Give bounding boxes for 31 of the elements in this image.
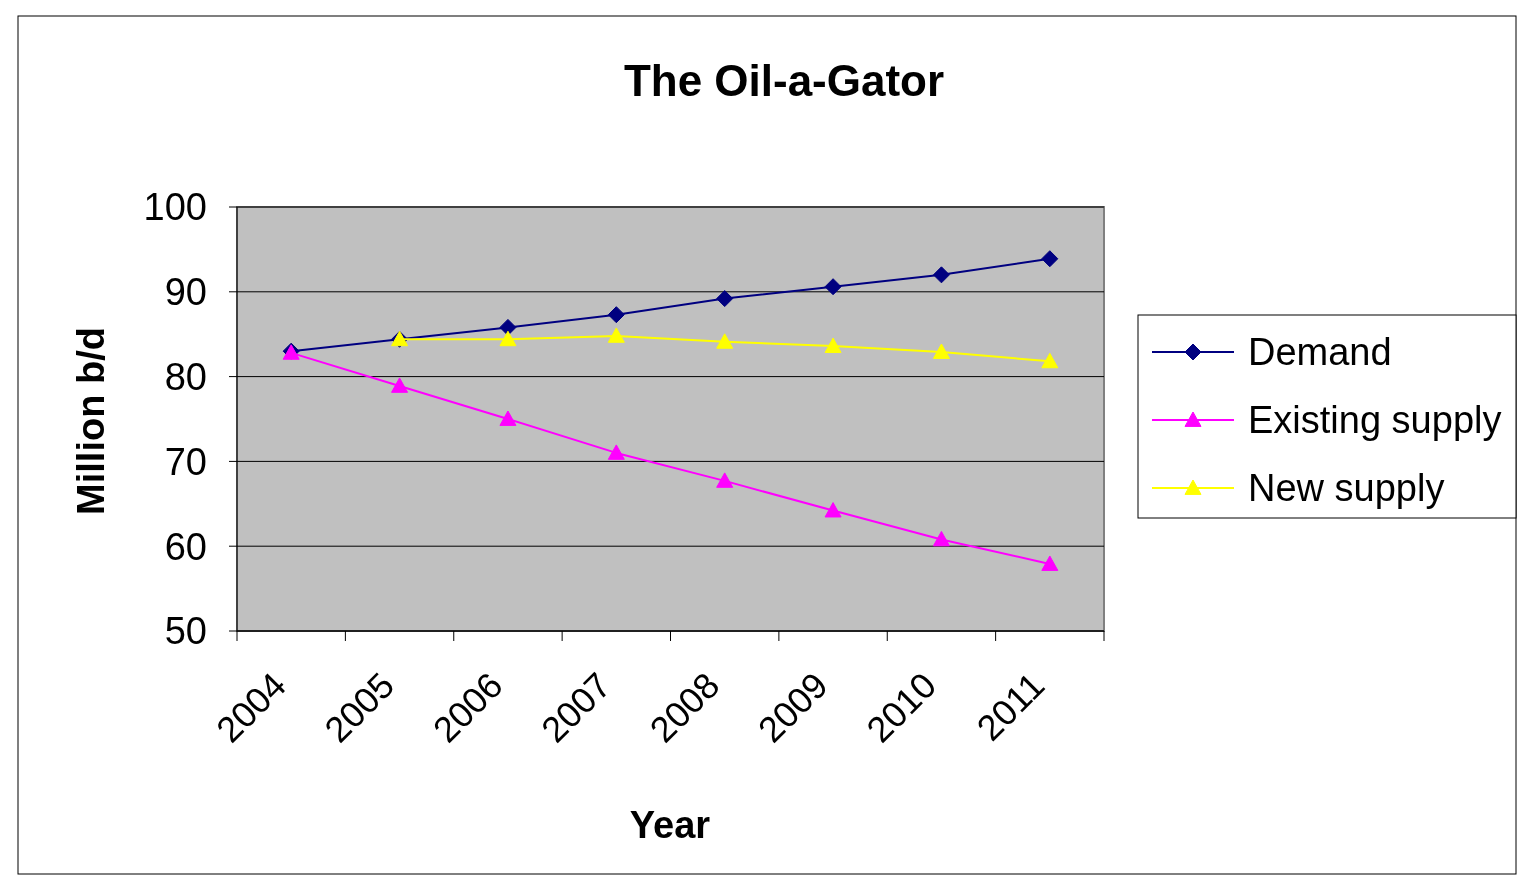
point: [824, 502, 842, 518]
legend-label: New supply: [1248, 467, 1445, 510]
point: [716, 472, 734, 488]
point: [824, 278, 842, 296]
legend-label: Demand: [1248, 331, 1392, 374]
y-tick-label: 60: [164, 525, 207, 568]
point: [499, 330, 517, 347]
y-tick-label: 90: [164, 271, 207, 314]
x-axis-title: Year: [629, 804, 711, 846]
point: [932, 343, 950, 359]
point: [607, 327, 625, 343]
point: [607, 444, 625, 460]
point: [716, 333, 734, 349]
chart-title: The Oil-a-Gator: [623, 56, 945, 105]
point: [932, 530, 950, 547]
y-tick-label: 80: [164, 355, 207, 398]
legend-label: Existing supply: [1248, 399, 1502, 442]
point: [607, 306, 625, 324]
point: [391, 377, 409, 393]
y-axis-title: Million b/d: [70, 327, 112, 515]
y-tick-label: 50: [164, 610, 207, 653]
point: [499, 318, 517, 336]
point: [1041, 352, 1059, 369]
y-tick-label: 100: [143, 186, 207, 229]
point: [1041, 250, 1059, 268]
point: [932, 266, 950, 284]
y-tick-label: 70: [164, 440, 207, 483]
point: [1041, 555, 1059, 571]
point: [499, 410, 517, 426]
point: [716, 290, 734, 308]
point: [824, 337, 842, 353]
